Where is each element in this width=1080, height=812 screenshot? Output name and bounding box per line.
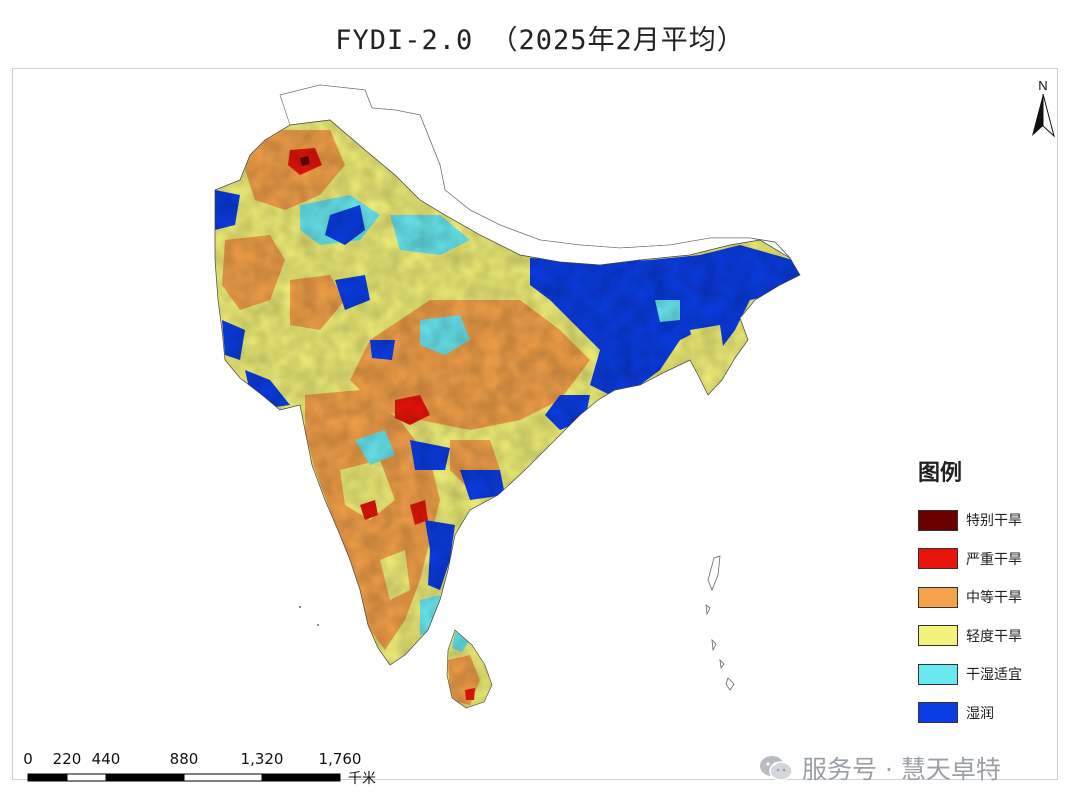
legend-title: 图例 bbox=[918, 461, 963, 486]
legend-item: 干湿适宜 bbox=[918, 655, 1058, 694]
scale-segment bbox=[66, 773, 107, 782]
legend: 图例 特别干旱严重干旱中等干旱轻度干旱干湿适宜湿润 bbox=[918, 455, 1058, 732]
scale-tick-label: 880 bbox=[169, 750, 199, 768]
sri-lanka bbox=[447, 630, 492, 708]
scale-tick-label: 1,760 bbox=[318, 750, 362, 768]
lakshadweep-dot bbox=[317, 624, 319, 626]
scale-tick-label: 1,320 bbox=[240, 750, 284, 768]
scale-segment bbox=[183, 773, 263, 782]
legend-item: 湿润 bbox=[918, 694, 1058, 733]
svg-text:N: N bbox=[1038, 78, 1047, 93]
legend-item: 轻度干旱 bbox=[918, 617, 1058, 656]
legend-label: 中等干旱 bbox=[966, 590, 1022, 607]
north-arrow-icon: N bbox=[1032, 78, 1055, 138]
legend-label: 干湿适宜 bbox=[966, 667, 1022, 684]
sri-lanka-outline bbox=[446, 629, 493, 709]
scale-bar: 0 220 440 880 1,320 1,760 bbox=[20, 750, 420, 790]
legend-swatch bbox=[918, 509, 958, 531]
legend-item: 中等干旱 bbox=[918, 578, 1058, 617]
watermark-text: 服务号 · 慧天卓特 bbox=[802, 755, 1001, 784]
legend-label: 特别干旱 bbox=[966, 513, 1022, 530]
scale-segment bbox=[27, 773, 68, 782]
legend-item: 特别干旱 bbox=[918, 501, 1058, 540]
legend-swatch bbox=[918, 548, 958, 570]
legend-swatch bbox=[918, 663, 958, 685]
legend-label: 湿润 bbox=[966, 705, 994, 722]
legend-item: 严重干旱 bbox=[918, 540, 1058, 579]
legend-swatch bbox=[918, 702, 958, 724]
map-title: FYDI-2.0 （2025年2月平均） bbox=[335, 25, 745, 56]
scale-tick-label: 220 bbox=[52, 750, 82, 768]
andaman-islands bbox=[705, 555, 735, 691]
scale-tick-label: 440 bbox=[91, 750, 121, 768]
scale-segment bbox=[261, 773, 341, 782]
scale-unit: 千米 bbox=[348, 771, 376, 787]
scale-segment bbox=[105, 773, 185, 782]
map-frame bbox=[12, 68, 1058, 780]
legend-label: 轻度干旱 bbox=[966, 628, 1022, 645]
legend-label: 严重干旱 bbox=[966, 551, 1022, 568]
watermark: 服务号 · 慧天卓特 bbox=[758, 750, 1001, 786]
scale-tick-label: 0 bbox=[23, 750, 33, 768]
wechat-icon bbox=[760, 756, 793, 781]
lakshadweep-dot bbox=[299, 606, 301, 608]
legend-swatch bbox=[918, 625, 958, 647]
legend-swatch bbox=[918, 586, 958, 608]
